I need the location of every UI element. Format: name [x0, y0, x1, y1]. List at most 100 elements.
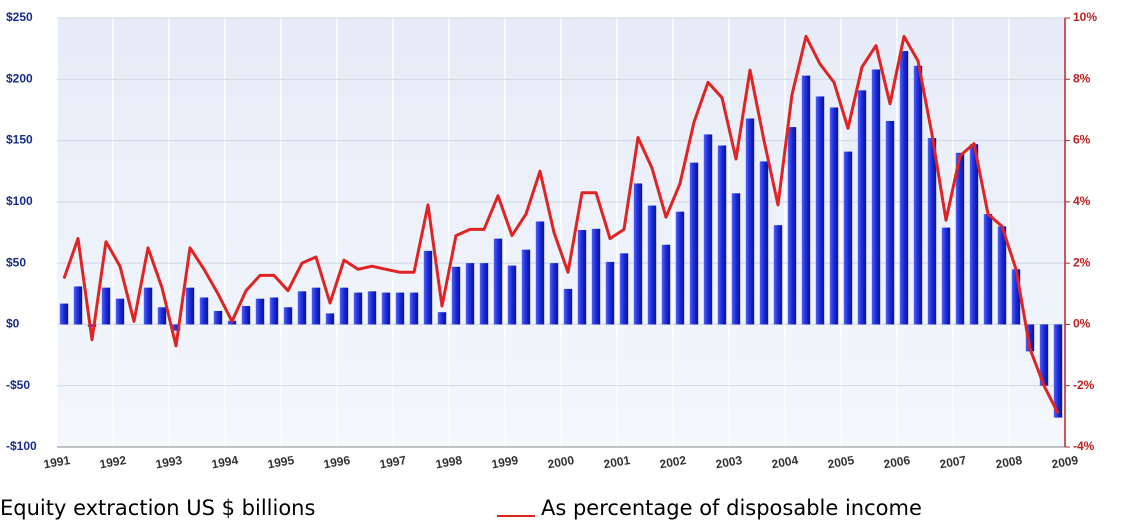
bar	[1025, 324, 1035, 352]
bar	[59, 303, 69, 325]
y2-tick-label: -2%	[1073, 378, 1095, 392]
bar	[297, 291, 307, 325]
y-tick-label: -$50	[6, 378, 30, 392]
x-tick-label: 1993	[154, 453, 183, 471]
bar	[143, 287, 153, 325]
legend-label: Equity extraction US $ billions	[0, 496, 315, 520]
bar	[563, 288, 573, 325]
y-tick-label: $150	[6, 133, 33, 147]
y2-tick-label: 0%	[1073, 317, 1091, 331]
x-tick-label: 1992	[98, 453, 127, 471]
y2-tick-label: 10%	[1073, 10, 1097, 24]
bar	[661, 244, 671, 325]
bar	[801, 75, 811, 325]
bar	[927, 138, 937, 325]
bar	[857, 90, 867, 325]
bar	[465, 263, 475, 325]
legend-label: As percentage of disposable income	[541, 496, 922, 520]
bar	[213, 310, 223, 325]
bar	[941, 227, 951, 325]
bar	[269, 297, 279, 325]
bar	[479, 263, 489, 325]
bar	[353, 292, 363, 325]
bar	[689, 162, 699, 325]
bar	[549, 263, 559, 325]
bar	[1053, 324, 1063, 418]
bar	[675, 211, 685, 325]
bar	[101, 287, 111, 325]
bar	[395, 292, 405, 325]
bar	[913, 65, 923, 325]
bar	[843, 151, 853, 325]
bar	[605, 261, 615, 325]
y-tick-label: $100	[6, 194, 33, 208]
x-tick-label: 1997	[378, 453, 407, 471]
bar	[787, 127, 797, 325]
bar	[731, 193, 741, 325]
bar	[591, 228, 601, 325]
bar	[647, 205, 657, 325]
y-tick-label: -$100	[6, 439, 37, 453]
x-tick-label: 1998	[434, 453, 463, 471]
bar	[535, 221, 545, 325]
bar	[619, 253, 629, 325]
bar	[885, 120, 895, 325]
bar	[339, 287, 349, 325]
bar	[325, 313, 335, 325]
bar	[745, 118, 755, 325]
bar	[115, 298, 125, 325]
x-tick-label: 2001	[602, 453, 631, 471]
bar	[493, 238, 503, 325]
bar	[703, 134, 713, 325]
bar	[157, 307, 167, 325]
x-tick-label: 2008	[994, 453, 1023, 471]
bar	[1011, 269, 1021, 325]
bar	[437, 312, 447, 325]
bar	[955, 152, 965, 325]
x-tick-label: 1996	[322, 453, 351, 471]
y2-tick-label: 4%	[1073, 194, 1091, 208]
x-tick-label: 2003	[714, 453, 743, 471]
bar	[997, 226, 1007, 325]
bar	[717, 145, 727, 325]
bar	[899, 51, 909, 325]
bar	[311, 287, 321, 325]
bar	[773, 225, 783, 325]
x-tick-label: 1999	[490, 453, 519, 471]
bar	[73, 286, 83, 325]
bar	[283, 307, 293, 325]
bar	[871, 69, 881, 325]
x-tick-label: 1994	[210, 453, 239, 471]
y2-tick-label: 8%	[1073, 71, 1091, 85]
bar	[983, 214, 993, 325]
bar	[241, 306, 251, 325]
bar	[633, 183, 643, 325]
x-tick-label: 2009	[1050, 453, 1079, 471]
y-tick-label: $250	[6, 10, 33, 24]
x-tick-label: 2005	[826, 453, 855, 471]
x-tick-label: 2007	[938, 453, 967, 471]
y2-tick-label: -4%	[1073, 439, 1095, 453]
bar	[577, 230, 587, 325]
x-tick-label: 1991	[42, 453, 71, 471]
bar	[185, 287, 195, 325]
bar	[423, 250, 433, 325]
y-tick-label: $50	[6, 255, 26, 269]
bar	[1039, 324, 1049, 386]
bar	[507, 265, 517, 325]
bar	[87, 324, 97, 327]
bar	[381, 292, 391, 325]
bar	[969, 144, 979, 325]
bar	[521, 249, 531, 325]
y-tick-label: $0	[6, 317, 20, 331]
x-tick-label: 2006	[882, 453, 911, 471]
bar	[451, 266, 461, 325]
bar	[171, 324, 181, 331]
bar	[409, 292, 419, 325]
bar	[759, 161, 769, 325]
bar	[367, 291, 377, 325]
x-tick-label: 2000	[546, 453, 575, 471]
y2-tick-label: 2%	[1073, 255, 1091, 269]
